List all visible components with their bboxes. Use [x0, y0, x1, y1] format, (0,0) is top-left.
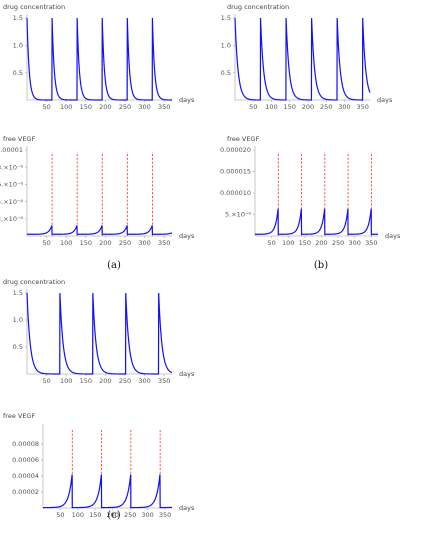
x-axis-label: days: [377, 96, 393, 104]
x-tick-label: 350: [158, 103, 170, 111]
series-line: [255, 208, 378, 235]
x-tick-label: 100: [72, 511, 84, 519]
x-tick-label: 200: [302, 103, 314, 111]
y-tick-label: 6.×10⁻⁶: [0, 181, 23, 189]
x-tick-label: 200: [315, 239, 327, 247]
x-tick-label: 100: [60, 377, 72, 385]
x-tick-label: 350: [158, 239, 170, 247]
x-tick-label: 250: [119, 103, 131, 111]
y-tick-label: 0.00004: [12, 472, 39, 480]
series-line: [234, 17, 371, 101]
y-axis-label: free VEGF: [3, 412, 35, 420]
x-tick-label: 350: [158, 377, 170, 385]
y-tick-label: 1.5: [13, 289, 23, 297]
x-tick-label: 300: [141, 511, 153, 519]
series-line: [26, 292, 173, 375]
x-tick-label: 100: [60, 103, 72, 111]
x-tick-label: 150: [284, 103, 296, 111]
x-tick-label: 350: [365, 239, 377, 247]
y-tick-label: 4.×10⁻⁶: [0, 198, 23, 206]
y-axis-label: free VEGF: [3, 135, 35, 143]
x-tick-label: 300: [138, 239, 150, 247]
x-tick-label: 300: [138, 103, 150, 111]
y-tick-label: 0.00001: [0, 146, 23, 154]
x-tick-label: 150: [80, 103, 92, 111]
y-tick-label: 1.0: [221, 42, 231, 50]
y-tick-label: 0.000020: [220, 146, 251, 154]
y-tick-label: 0.00008: [12, 440, 39, 448]
y-tick-label: 0.5: [13, 343, 23, 351]
x-tick-label: 300: [349, 239, 361, 247]
x-tick-label: 250: [124, 511, 136, 519]
y-axis-label: drug concentration: [3, 3, 65, 11]
x-tick-label: 250: [119, 377, 131, 385]
x-tick-label: 350: [356, 103, 368, 111]
panel-label-c: (c): [107, 510, 121, 521]
x-tick-label: 50: [249, 103, 257, 111]
y-tick-label: 0.00002: [12, 488, 39, 496]
x-tick-label: 50: [56, 511, 64, 519]
x-tick-label: 150: [80, 377, 92, 385]
series-line: [27, 225, 173, 235]
x-tick-label: 200: [99, 103, 111, 111]
y-axis-label: free VEGF: [227, 135, 259, 143]
x-tick-label: 200: [99, 377, 111, 385]
x-tick-label: 200: [99, 239, 111, 247]
x-axis-label: days: [179, 504, 195, 512]
y-tick-label: 1.5: [221, 14, 231, 22]
x-tick-label: 150: [80, 239, 92, 247]
y-axis-label: drug concentration: [227, 3, 289, 11]
x-tick-label: 100: [60, 239, 72, 247]
x-tick-label: 250: [320, 103, 332, 111]
x-tick-label: 50: [42, 103, 50, 111]
y-tick-label: 0.000015: [220, 168, 251, 176]
x-tick-label: 100: [282, 239, 294, 247]
series-line: [26, 17, 172, 101]
x-axis-label: days: [179, 370, 195, 378]
y-tick-label: 1.5: [13, 14, 23, 22]
panel-label-b: (b): [314, 260, 328, 271]
y-tick-label: 8.×10⁻⁶: [0, 163, 23, 171]
x-tick-label: 200: [107, 511, 119, 519]
panel-label-a: (a): [107, 260, 121, 271]
y-tick-label: 1.0: [13, 42, 23, 50]
x-tick-label: 150: [299, 239, 311, 247]
x-tick-label: 150: [89, 511, 101, 519]
y-tick-label: 0.000010: [220, 189, 251, 197]
x-tick-label: 250: [119, 239, 131, 247]
series-line: [43, 474, 173, 509]
x-tick-label: 250: [332, 239, 344, 247]
x-tick-label: 100: [265, 103, 277, 111]
x-tick-label: 300: [138, 377, 150, 385]
y-axis-label: drug concentration: [3, 278, 65, 286]
y-tick-label: 0.5: [13, 69, 23, 77]
y-tick-label: 0.5: [221, 69, 231, 77]
x-tick-label: 50: [42, 377, 50, 385]
x-axis-label: days: [179, 232, 195, 240]
y-tick-label: 5.×10⁻⁶: [225, 211, 251, 219]
y-tick-label: 1.0: [13, 316, 23, 324]
x-tick-label: 300: [338, 103, 350, 111]
y-tick-label: 0.00006: [12, 456, 39, 464]
x-tick-label: 50: [267, 239, 275, 247]
y-tick-label: 2.×10⁻⁶: [0, 215, 23, 223]
x-axis-label: days: [385, 232, 401, 240]
x-tick-label: 50: [42, 239, 50, 247]
x-axis-label: days: [179, 96, 195, 104]
x-tick-label: 350: [159, 511, 171, 519]
